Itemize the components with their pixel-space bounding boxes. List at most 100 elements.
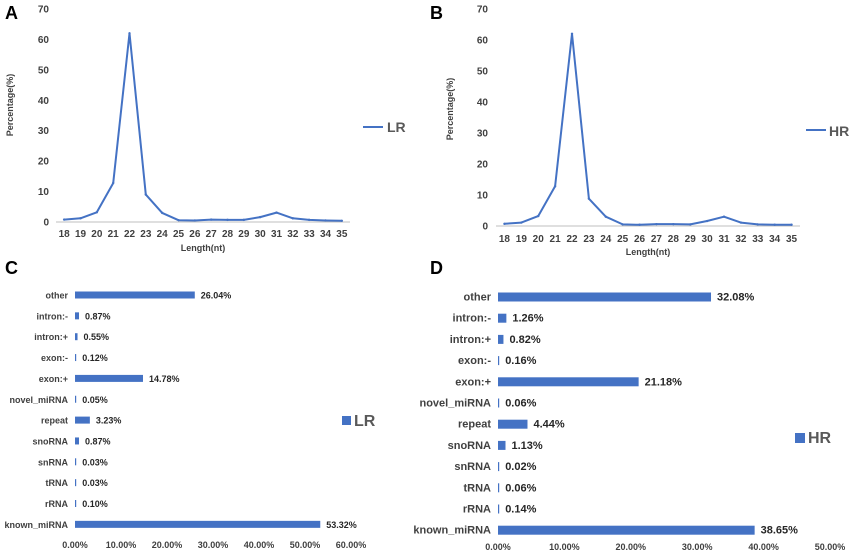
data-label: 4.44%	[533, 419, 564, 431]
series-line-lr	[64, 32, 342, 222]
x-tick-label: 30	[702, 234, 714, 245]
panel-letter-b: B	[430, 3, 443, 23]
panel-letter-c: C	[5, 258, 18, 278]
y-tick-label: 30	[38, 126, 50, 137]
legend-swatch-lr	[342, 416, 351, 425]
x-tick-label: 18	[59, 229, 71, 240]
y-tick-label: 10	[477, 191, 489, 202]
bar	[75, 500, 77, 507]
data-point	[209, 218, 213, 221]
data-point	[756, 223, 759, 226]
category-label: intron:-	[37, 311, 69, 321]
data-point	[705, 219, 709, 223]
x-tick-label: 0.00%	[62, 540, 88, 550]
data-label: 38.65%	[761, 525, 799, 537]
data-point	[160, 211, 164, 215]
x-tick-label: 25	[617, 234, 629, 245]
data-label: 0.82%	[509, 334, 540, 346]
bar	[498, 334, 504, 344]
x-tick-label: 23	[583, 234, 595, 245]
x-tick-label: 10.00%	[549, 542, 580, 552]
data-point	[275, 211, 278, 214]
panel-letter-a: A	[5, 3, 18, 23]
category-label: intron:+	[34, 332, 68, 342]
data-point	[128, 32, 131, 35]
x-tick-label: 30.00%	[682, 542, 713, 552]
data-point	[95, 211, 99, 214]
x-tick-label: 21	[108, 229, 120, 240]
data-point	[553, 185, 557, 188]
data-point	[503, 222, 506, 226]
panel-letter-d: D	[430, 258, 443, 278]
data-point	[672, 222, 675, 226]
legend-label-hr: HR	[829, 123, 849, 139]
x-tick-label: 24	[157, 229, 169, 240]
data-label: 1.13%	[512, 440, 543, 452]
data-point	[324, 219, 327, 222]
data-label: 1.26%	[512, 313, 543, 325]
category-label: rRNA	[463, 504, 491, 516]
x-tick-label: 40.00%	[244, 540, 275, 550]
data-label: 0.12%	[82, 353, 108, 363]
legend-label-lr: LR	[387, 119, 406, 135]
data-point	[62, 218, 66, 221]
bar	[75, 458, 77, 466]
category-label: rRNA	[45, 499, 69, 509]
category-label: known_miRNA	[413, 525, 491, 537]
bar	[498, 292, 712, 302]
data-point	[226, 218, 229, 222]
x-tick-label: 27	[206, 229, 218, 240]
bar	[498, 313, 507, 323]
category-label: exon:+	[39, 374, 68, 384]
bar	[498, 525, 755, 535]
data-point	[739, 221, 743, 224]
y-tick-label: 40	[38, 96, 50, 107]
x-tick-label: 30	[255, 229, 267, 240]
y-tick-label: 60	[477, 36, 489, 47]
data-point	[242, 218, 246, 222]
x-tick-label: 26	[189, 229, 201, 240]
bar	[75, 291, 195, 299]
category-label: snRNA	[454, 461, 491, 473]
y-axis-label: Percentage(%)	[445, 78, 455, 141]
data-point	[570, 32, 574, 35]
x-tick-label: 20.00%	[616, 542, 647, 552]
x-tick-label: 29	[238, 229, 250, 240]
data-point	[604, 215, 607, 218]
data-label: 0.02%	[505, 461, 536, 473]
data-label: 0.14%	[505, 504, 536, 516]
data-point	[79, 217, 82, 220]
data-point	[773, 223, 776, 226]
data-point	[621, 223, 624, 226]
data-label: 0.06%	[505, 482, 536, 494]
data-point	[307, 218, 311, 222]
x-tick-label: 24	[600, 234, 612, 245]
y-tick-label: 60	[38, 35, 50, 46]
data-label: 0.03%	[82, 457, 108, 467]
x-tick-label: 33	[304, 229, 316, 240]
x-tick-label: 31	[718, 234, 730, 245]
data-label: 26.04%	[201, 291, 232, 301]
legend-swatch-hr	[795, 433, 805, 443]
category-label: repeat	[41, 416, 68, 426]
x-tick-label: 30.00%	[198, 540, 229, 550]
x-tick-label: 19	[75, 229, 87, 240]
category-label: snoRNA	[448, 440, 491, 452]
data-point	[638, 223, 641, 226]
x-tick-label: 27	[651, 234, 663, 245]
category-label: other	[46, 291, 69, 301]
category-label: snoRNA	[33, 436, 69, 446]
x-tick-label: 32	[287, 229, 299, 240]
category-label: exon:-	[458, 355, 491, 367]
y-tick-label: 50	[38, 65, 50, 76]
x-tick-label: 26	[634, 234, 646, 245]
y-tick-label: 30	[477, 129, 489, 140]
category-label: intron:-	[453, 313, 492, 325]
data-label: 32.08%	[717, 292, 755, 304]
x-tick-label: 35	[336, 229, 348, 240]
data-label: 0.87%	[85, 436, 111, 446]
x-tick-label: 28	[668, 234, 680, 245]
bar	[75, 416, 90, 424]
legend-label-lr: LR	[354, 413, 376, 430]
data-label: 0.87%	[85, 311, 111, 321]
